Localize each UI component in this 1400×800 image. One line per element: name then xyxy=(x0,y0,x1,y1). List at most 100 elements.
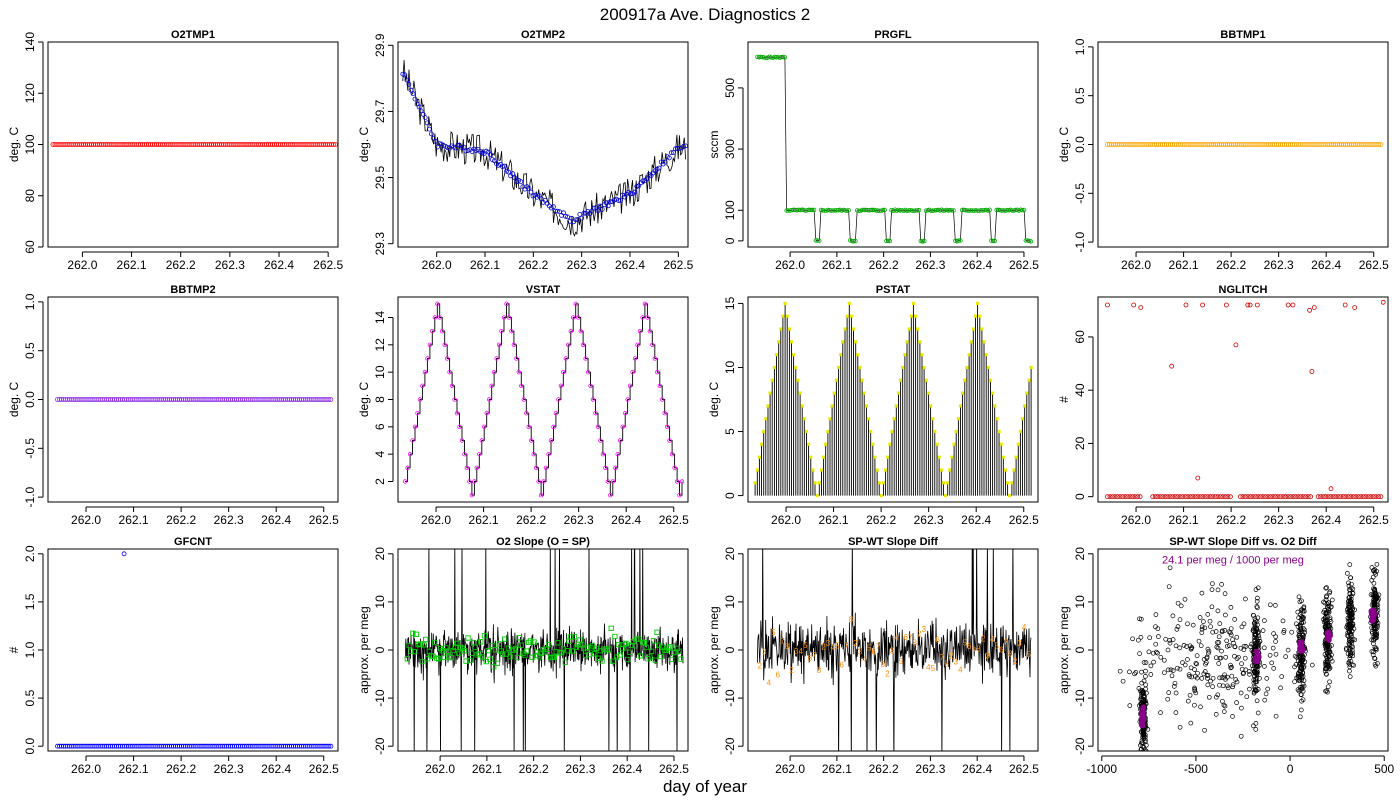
data-point xyxy=(1299,675,1305,681)
y-axis: -1.0 -0.5 0.0 0.5 1.0 xyxy=(1073,38,1094,252)
data-point xyxy=(1346,640,1352,646)
x-axis: 262.0 262.1 262.2 262.3 262.4 262.5 xyxy=(425,755,689,776)
x-tick-label: 262.4 xyxy=(962,762,992,776)
data-point xyxy=(1207,494,1213,500)
y-tick-label: -10 xyxy=(1073,689,1087,707)
data-point xyxy=(1374,561,1380,567)
data-point xyxy=(1369,629,1375,635)
data-point xyxy=(637,653,644,659)
data-point xyxy=(1254,627,1260,633)
data-label: 8 xyxy=(849,615,854,624)
bar-cap xyxy=(774,353,779,357)
data-point xyxy=(1248,644,1253,650)
data-point xyxy=(595,208,601,214)
data-point xyxy=(474,465,479,470)
data-point xyxy=(1295,687,1301,693)
bar-cap xyxy=(856,353,860,357)
bar-cap xyxy=(986,365,990,370)
data-point xyxy=(1295,494,1301,500)
data-point xyxy=(1270,494,1276,500)
data-point xyxy=(1163,636,1169,642)
data-point xyxy=(1139,680,1145,686)
data-point xyxy=(1187,692,1193,698)
data-point xyxy=(1376,592,1382,598)
bar-cap xyxy=(826,429,830,434)
data-point xyxy=(1371,580,1377,586)
data-point xyxy=(435,301,440,306)
data-label: 8 xyxy=(912,639,917,648)
data-point xyxy=(1370,574,1376,580)
data-point xyxy=(1302,659,1308,665)
data-point xyxy=(1172,494,1178,500)
data-point xyxy=(1324,671,1329,677)
data-point xyxy=(617,652,624,658)
data-point xyxy=(595,424,601,429)
data-point xyxy=(1271,631,1276,636)
data-point xyxy=(1251,690,1257,696)
data-label: 7 xyxy=(780,637,785,646)
data-point xyxy=(1208,678,1213,684)
y-tick-label: 2 xyxy=(373,478,387,485)
data-point xyxy=(513,645,519,652)
data-point xyxy=(660,397,665,402)
data-point xyxy=(502,636,508,642)
data-point xyxy=(476,650,482,657)
data-point xyxy=(1144,748,1149,751)
data-point xyxy=(510,171,516,177)
data-point xyxy=(1372,629,1378,634)
y-tick-label: -20 xyxy=(723,737,737,755)
data-point xyxy=(987,207,992,212)
data-point xyxy=(1298,665,1304,671)
data-point xyxy=(1234,679,1240,685)
plot-frame xyxy=(747,41,1039,248)
y-tick-label: 0 xyxy=(723,646,737,653)
data-label: 6 xyxy=(935,636,940,645)
panel-title: SP-WT Slope Diff vs. O2 Diff xyxy=(1169,536,1317,548)
data-point xyxy=(1220,698,1225,704)
data-point xyxy=(1135,494,1140,500)
data-point xyxy=(1143,660,1149,665)
y-tick-label: 20 xyxy=(723,547,737,561)
data-label: 6 xyxy=(839,661,844,670)
y-tick-label: 0.0 xyxy=(23,738,37,755)
data-point xyxy=(518,642,524,648)
data-point xyxy=(1262,664,1267,669)
data-point xyxy=(417,641,423,647)
data-point xyxy=(1187,494,1193,500)
data-point xyxy=(1326,609,1332,615)
data-point xyxy=(581,210,587,216)
bar-cap xyxy=(787,327,791,331)
x-tick-label: 0 xyxy=(1287,762,1294,776)
data-point xyxy=(1125,494,1130,500)
data-point xyxy=(516,635,523,641)
x-tick-label: 262.1 xyxy=(119,513,149,527)
data-point xyxy=(1249,641,1254,647)
data-point xyxy=(478,639,484,645)
data-point xyxy=(1146,649,1152,655)
data-point xyxy=(623,411,628,416)
data-point xyxy=(810,207,815,213)
data-point xyxy=(1349,640,1355,646)
data-point xyxy=(459,438,465,443)
data-point xyxy=(1208,624,1213,630)
data-point xyxy=(1299,684,1305,690)
bar-cap xyxy=(871,442,875,446)
data-point xyxy=(1232,653,1237,659)
data-point xyxy=(1241,670,1247,676)
data-point xyxy=(1348,631,1354,637)
bar-cap xyxy=(920,353,924,357)
y-tick-label: 10 xyxy=(1073,595,1087,609)
panel-title: O2TMP1 xyxy=(171,29,215,41)
y-axis: 0 5 10 15 xyxy=(723,296,744,499)
data-point xyxy=(573,217,579,223)
x-tick-label: 262.5 xyxy=(309,762,339,776)
x-tick-label: 262.3 xyxy=(567,258,597,272)
x-tick-label: 262.0 xyxy=(422,258,452,272)
bar-cap xyxy=(892,417,896,421)
bar-cap xyxy=(976,301,980,305)
data-point xyxy=(669,656,675,663)
data-point xyxy=(1140,740,1145,746)
data-point xyxy=(558,383,564,388)
data-point xyxy=(1320,494,1326,500)
data-point xyxy=(417,397,423,402)
